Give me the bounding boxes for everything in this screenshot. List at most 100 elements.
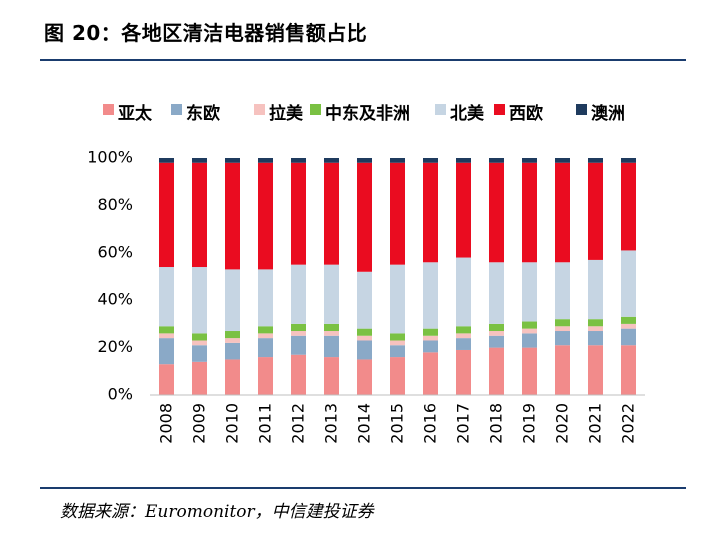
x-tick-label: 2011 <box>256 403 275 444</box>
y-tick-label: 80% <box>97 195 133 214</box>
bar-segment <box>423 352 438 395</box>
bar-segment <box>522 347 537 395</box>
bar-segment <box>621 158 636 163</box>
legend-item: 亚太 <box>103 103 153 124</box>
bar-segment <box>357 162 372 272</box>
bar-segment <box>291 158 306 163</box>
bar-segment <box>192 158 207 163</box>
bar-segment <box>192 340 207 346</box>
bar-segment <box>621 345 636 395</box>
bar-segment <box>423 340 438 353</box>
bar-segment <box>291 162 306 265</box>
bar-segment <box>456 349 471 395</box>
bar-segment <box>324 357 339 395</box>
legend-item: 东欧 <box>171 103 220 124</box>
bar-segment <box>456 162 471 258</box>
bar-segment <box>555 345 570 395</box>
bar-segment <box>522 328 537 334</box>
bar-segment <box>588 331 603 346</box>
bar-segment <box>621 162 636 251</box>
x-tick-label: 2010 <box>223 403 242 444</box>
bar-segment <box>225 338 240 343</box>
bar-segment <box>390 158 405 163</box>
bar-segment <box>357 335 372 341</box>
bar-segment <box>588 326 603 332</box>
bar-segment <box>192 267 207 334</box>
bar-segment <box>489 162 504 263</box>
legend-swatch <box>171 104 182 115</box>
bar-segment <box>258 326 273 334</box>
legend-label: 亚太 <box>118 103 153 124</box>
bar-segment <box>192 361 207 395</box>
legend-label: 东欧 <box>186 103 220 124</box>
bar-segment <box>291 354 306 395</box>
y-tick-label: 100% <box>87 148 133 167</box>
bar-segment <box>357 328 372 336</box>
bar-stack <box>489 158 504 395</box>
bar-segment <box>555 326 570 332</box>
legend-item: 拉美 <box>254 103 304 124</box>
bar-stack <box>324 158 339 395</box>
bar-stack <box>192 158 207 395</box>
legend-item: 北美 <box>435 103 485 124</box>
bar-stack <box>291 158 306 395</box>
bar-segment <box>555 162 570 263</box>
x-tick-label: 2008 <box>157 403 176 444</box>
bar-segment <box>423 335 438 341</box>
bar-segment <box>522 262 537 322</box>
bar-segment <box>324 264 339 324</box>
bar-segment <box>588 319 603 327</box>
x-tick-label: 2013 <box>322 403 341 444</box>
bar-segment <box>489 331 504 336</box>
x-tick-label: 2020 <box>553 403 572 444</box>
legend-swatch <box>494 104 505 115</box>
bar-segment <box>489 158 504 163</box>
legend-label: 中东及非洲 <box>325 103 410 124</box>
bar-segment <box>588 259 603 320</box>
legend-label: 北美 <box>450 103 485 124</box>
bar-segment <box>588 345 603 395</box>
bar-segment <box>159 162 174 268</box>
bar-segment <box>555 331 570 346</box>
bar-segment <box>555 319 570 327</box>
bar-segment <box>423 328 438 336</box>
bar-segment <box>489 347 504 395</box>
bar-segment <box>390 333 405 341</box>
bar-segment <box>258 158 273 163</box>
bar-segment <box>621 316 636 324</box>
bar-stack <box>588 158 603 395</box>
bar-segment <box>291 335 306 355</box>
bottom-divider <box>40 487 686 489</box>
bar-segment <box>159 267 174 327</box>
bar-segment <box>555 158 570 163</box>
x-axis: 2008 2009 2010 2011 2012 2013 2014 2015 2016 2017… <box>150 394 645 444</box>
bar-segment <box>357 158 372 163</box>
bar-segment <box>522 158 537 163</box>
legend-label: 西欧 <box>509 103 543 124</box>
bar-stack <box>555 158 570 395</box>
bar-segment <box>390 357 405 395</box>
x-tick-label: 2014 <box>355 403 374 444</box>
bar-segment <box>489 335 504 348</box>
legend-swatch <box>310 104 321 115</box>
bar-segment <box>324 162 339 265</box>
bar-segment <box>258 338 273 358</box>
bar-segment <box>159 338 174 365</box>
legend-swatch <box>103 104 114 115</box>
bar-series-group <box>159 158 636 395</box>
bar-segment <box>159 158 174 163</box>
bar-segment <box>456 333 471 339</box>
bar-segment <box>192 345 207 362</box>
bar-segment <box>423 262 438 329</box>
x-tick-label: 2021 <box>586 403 605 444</box>
x-tick-label: 2018 <box>487 403 506 444</box>
bar-segment <box>621 328 636 346</box>
bar-stack <box>390 158 405 395</box>
bar-segment <box>192 333 207 341</box>
bar-segment <box>192 162 207 268</box>
legend-swatch <box>435 104 446 115</box>
chart-legend: 亚太 东欧 拉美 中东及非洲 北美 西欧 澳洲 <box>103 103 625 124</box>
y-tick-label: 0% <box>108 385 133 404</box>
